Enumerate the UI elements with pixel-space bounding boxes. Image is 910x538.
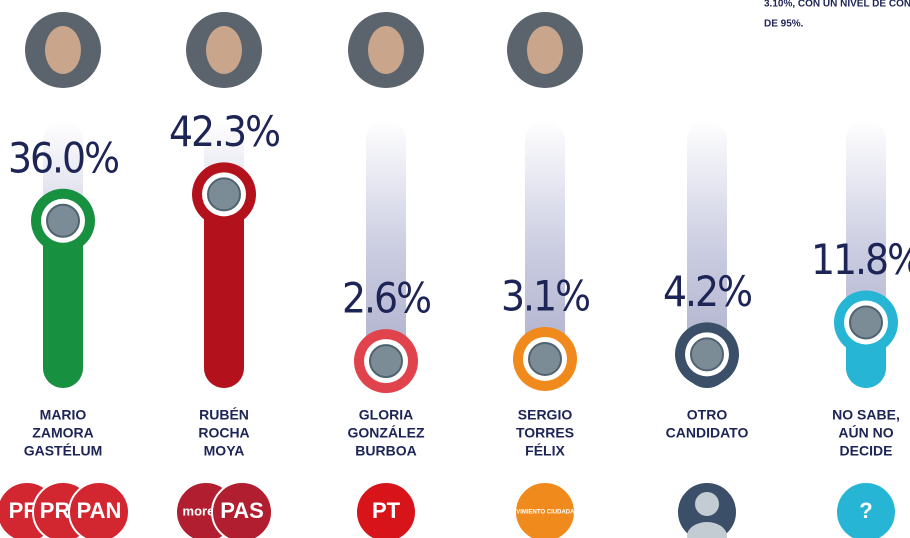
value-label: 3.1%	[501, 271, 589, 320]
logo-text: PAS	[220, 498, 264, 523]
value-label: 4.2%	[663, 267, 751, 316]
category-label: ROCHA	[198, 425, 249, 441]
category-label: OTRO	[687, 407, 728, 423]
category-label: MARIO	[40, 407, 87, 423]
value-label: 2.6%	[342, 274, 430, 323]
value-label: 11.8%	[811, 235, 910, 284]
category-label: GASTÉLUM	[24, 443, 103, 459]
note: 3.10%, CON UN NIVEL DE CONFI	[764, 0, 910, 10]
category-label: NO SABE,	[832, 407, 900, 423]
logo-text: MOVIMIENTO CIUDADANO	[507, 510, 584, 516]
marker-dot	[370, 345, 402, 377]
category-label: BURBOA	[355, 443, 416, 459]
category-label: DECIDE	[840, 443, 893, 459]
logo-text: ?	[859, 498, 872, 523]
marker-dot	[691, 338, 723, 370]
marker-dot	[529, 343, 561, 375]
marker-dot	[47, 205, 79, 237]
logo-text: PT	[372, 498, 401, 523]
category-label: CANDIDATO	[666, 425, 749, 441]
value-label: 42.3%	[169, 107, 279, 156]
chart: 3.10%, CON UN NIVEL DE CONFI DE 95%. 36.…	[0, 0, 910, 538]
category-label: FÉLIX	[525, 443, 565, 459]
photo-face	[527, 26, 563, 74]
logo-text: PAN	[77, 498, 122, 523]
photo-face	[368, 26, 404, 74]
marker-dot	[850, 306, 882, 338]
marker-dot	[208, 178, 240, 210]
value-label: 36.0%	[8, 133, 118, 182]
category-label: GONZÁLEZ	[348, 425, 425, 441]
note: DE 95%.	[764, 19, 804, 30]
photo-face	[45, 26, 81, 74]
photo-face	[206, 26, 242, 74]
category-label: GLORIA	[359, 407, 413, 423]
category-label: ZAMORA	[32, 425, 93, 441]
category-label: SERGIO	[518, 407, 573, 423]
category-label: MOYA	[204, 443, 245, 459]
person-head	[695, 492, 719, 516]
category-label: AÚN NO	[838, 424, 893, 441]
category-label: RUBÉN	[199, 407, 249, 423]
category-label: TORRES	[516, 425, 574, 441]
